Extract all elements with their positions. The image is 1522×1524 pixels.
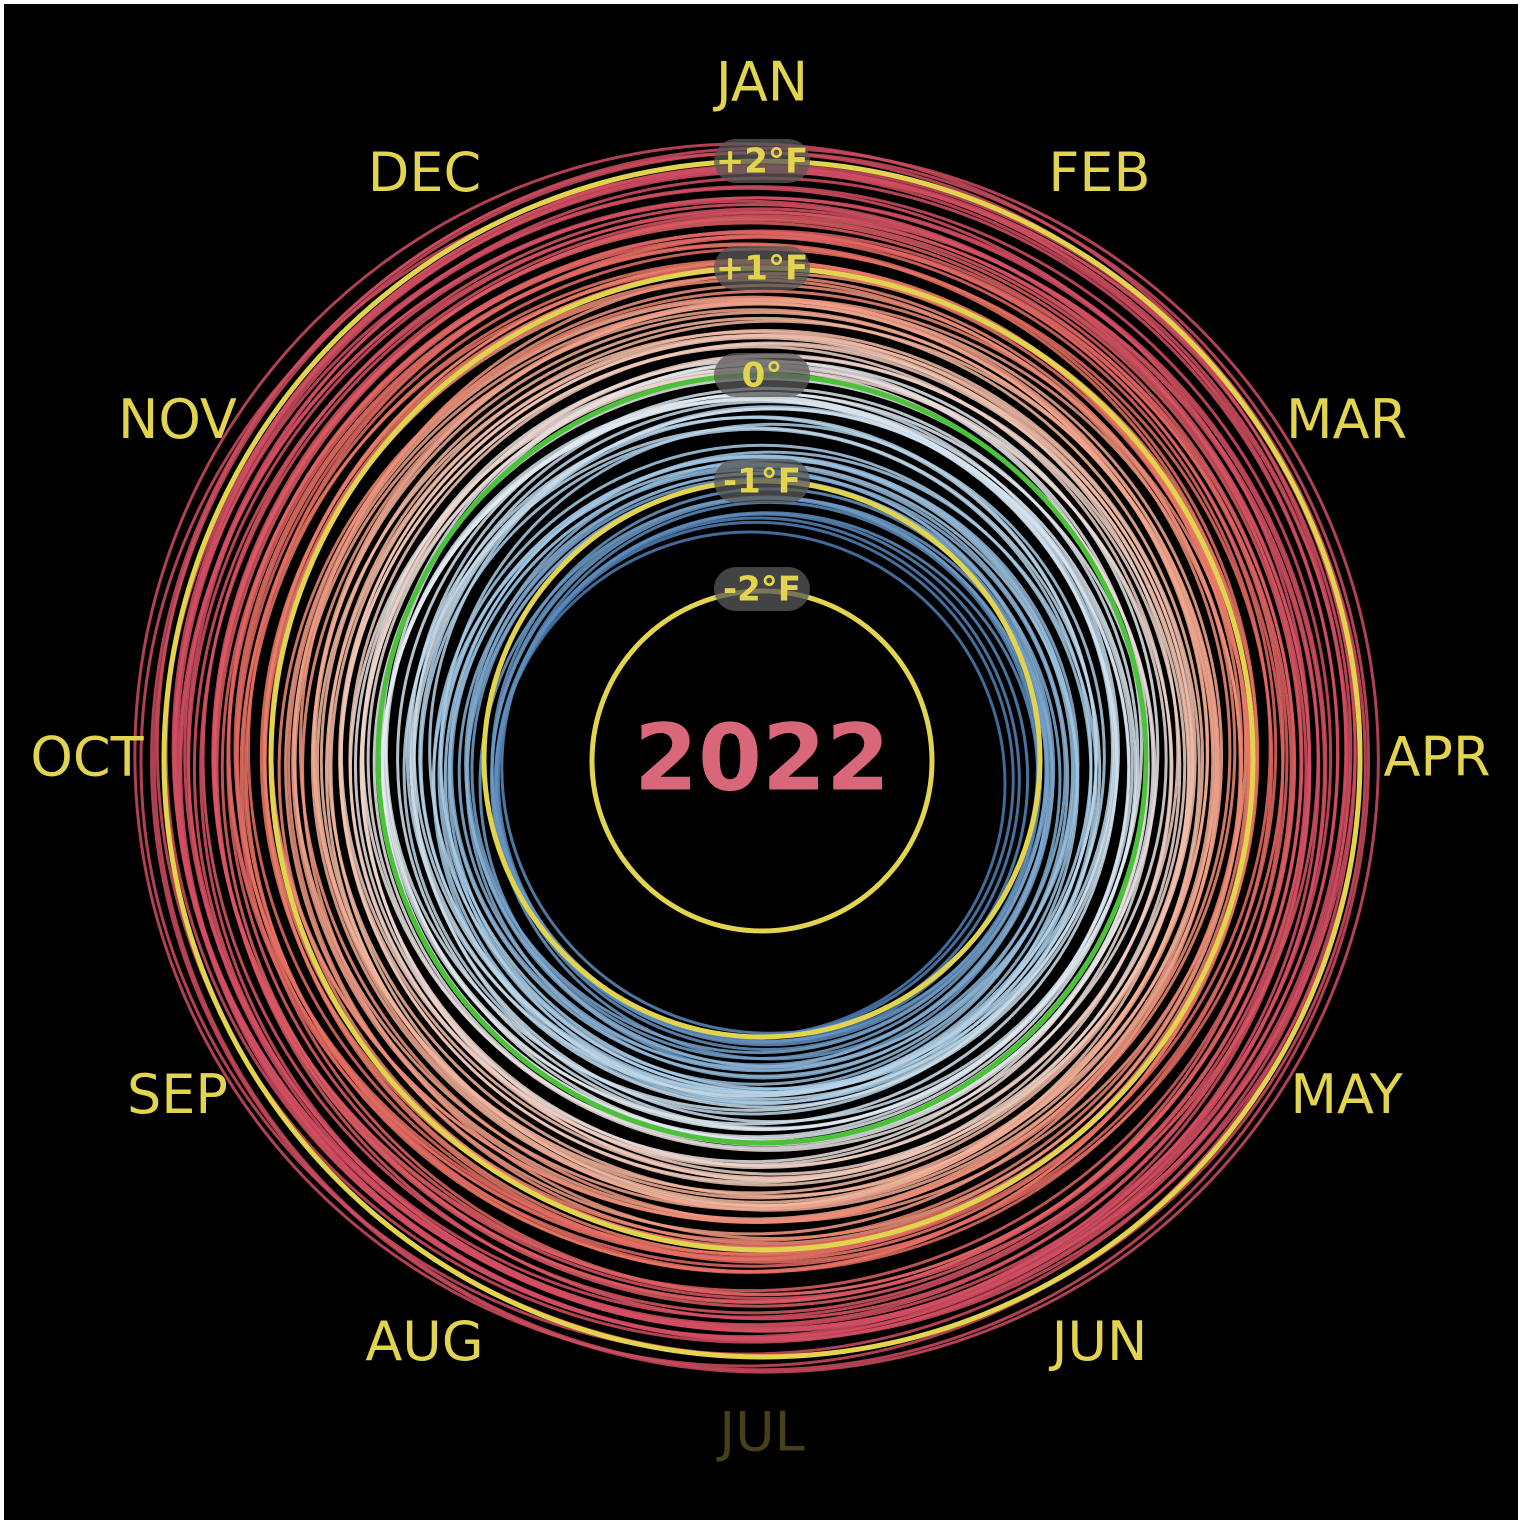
video-controls: 0:46 / 1:00	[4, 1370, 1518, 1520]
ring-label: -1°F	[723, 462, 801, 502]
month-label: FEB	[1048, 141, 1150, 204]
month-label: OCT	[30, 726, 144, 789]
ring-label-background	[714, 139, 810, 183]
month-label: MAR	[1286, 388, 1407, 451]
temperature-line	[201, 203, 1304, 1315]
month-labels: JAN FEB MAR APR MAY JUN JUL AUG SEP OCT NOV DEC	[30, 51, 1490, 1464]
temperature-line	[313, 299, 1224, 1212]
month-label: APR	[1383, 726, 1490, 789]
ring-label: +1°F	[716, 249, 808, 289]
temperature-line	[192, 210, 1308, 1327]
month-label: JUL	[716, 1401, 805, 1464]
ring-label-background	[714, 353, 810, 397]
temperature-line	[293, 308, 1217, 1221]
video-frame: +2°F +1°F 0° -1°F -2°F JAN FEB MAR APR MAY JUN JUL…	[4, 4, 1518, 1520]
ring-label: 0°	[742, 356, 783, 396]
temperature-line	[439, 422, 1106, 1091]
ring-label-background	[714, 459, 810, 503]
ring-label-background	[714, 246, 810, 290]
year-label: 2022	[634, 704, 890, 811]
temperature-line	[405, 415, 1098, 1098]
temperature-line	[233, 242, 1259, 1256]
temperature-line	[402, 426, 1102, 1116]
ring-label: +2°F	[716, 142, 808, 182]
month-label: DEC	[368, 141, 481, 204]
reference-rings: +2°F +1°F 0° -1°F -2°F	[161, 139, 1363, 1360]
month-label: NOV	[118, 388, 237, 451]
temperature-line	[409, 407, 1134, 1124]
ring-label: -2°F	[723, 570, 801, 610]
ring-label-background	[714, 567, 810, 611]
month-label: JAN	[713, 51, 808, 114]
month-label: SEP	[127, 1063, 228, 1126]
temperature-line	[315, 330, 1194, 1195]
month-label: JUN	[1049, 1310, 1148, 1373]
month-label: MAY	[1290, 1063, 1403, 1126]
temperature-line	[329, 328, 1201, 1207]
temperature-line	[319, 316, 1205, 1204]
month-label: AUG	[365, 1310, 483, 1373]
climate-spiral: +2°F +1°F 0° -1°F -2°F JAN FEB MAR APR MAY JUN JUL…	[30, 51, 1490, 1464]
temperature-line	[428, 405, 1114, 1095]
temperature-line	[284, 295, 1220, 1236]
